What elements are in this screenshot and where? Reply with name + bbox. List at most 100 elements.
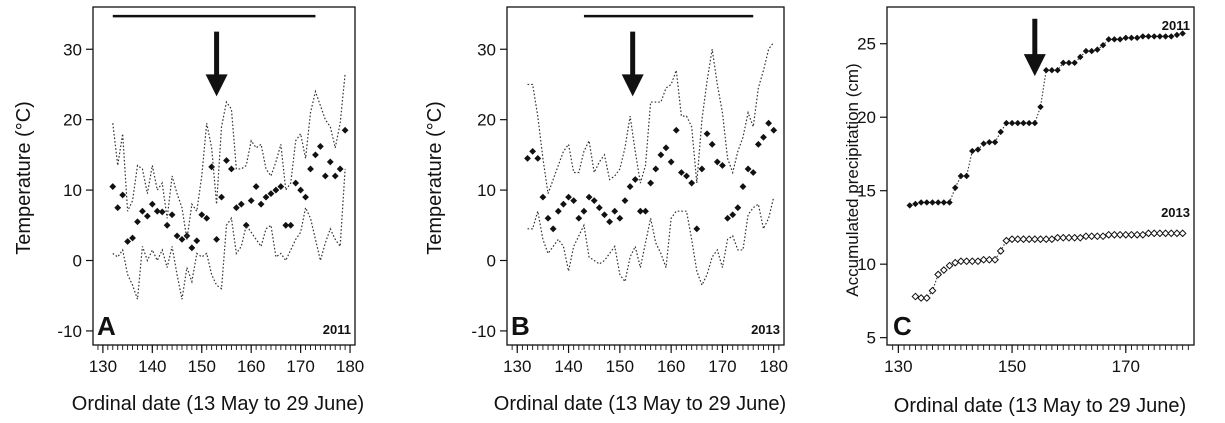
data-point-2013 (939, 266, 948, 274)
data-point-2011 (1048, 66, 1056, 74)
data-point (143, 212, 151, 220)
data-point (168, 211, 176, 219)
panel-c-xlabel: Ordinal date (13 May to 29 June) (894, 395, 1186, 417)
data-point (601, 211, 608, 219)
data-point (316, 143, 324, 150)
data-point (560, 200, 567, 208)
data-point-2011 (1003, 119, 1010, 127)
data-point (114, 204, 122, 212)
data-point-2011 (1168, 33, 1175, 40)
panel-b-letter: B (511, 311, 530, 341)
data-point-2011 (1020, 119, 1027, 127)
x-tick-label: 130 (89, 357, 117, 376)
data-point (678, 169, 685, 176)
data-point-2011 (1031, 119, 1039, 127)
data-point (178, 235, 186, 243)
data-point (203, 214, 211, 222)
panel-a-letter: A (97, 311, 116, 341)
data-point-2011 (923, 199, 930, 206)
data-point-2013 (985, 255, 994, 264)
data-point (119, 191, 127, 199)
data-point-2011 (952, 184, 959, 191)
data-point (647, 179, 655, 187)
data-point (765, 119, 773, 127)
data-point (153, 207, 161, 215)
data-point (529, 147, 537, 155)
data-point-2013 (1138, 230, 1147, 239)
data-point-2013 (1042, 235, 1051, 244)
y-tick-label: 30 (477, 40, 496, 59)
data-point-2013 (1150, 229, 1159, 238)
data-point-2013 (1155, 229, 1164, 238)
data-point (124, 238, 132, 245)
data-point-2013 (962, 257, 971, 266)
y-tick-label: 10 (857, 255, 876, 274)
plot-frame (506, 6, 785, 346)
panel-c-ylabel: Accumulated precipitation (cm) (843, 63, 862, 296)
data-point-2013 (1173, 229, 1181, 238)
arrow-head (1023, 54, 1046, 77)
data-point (257, 200, 265, 208)
data-point-2011 (906, 202, 913, 209)
data-point-2011 (940, 199, 948, 206)
data-point (575, 214, 583, 222)
panel-c: Accumulated precipitation (cm) Ordinal d… (843, 6, 1195, 417)
data-point-2013 (1127, 230, 1136, 239)
data-point (754, 140, 762, 148)
data-point-2011 (974, 146, 982, 153)
data-point-2013 (1178, 229, 1187, 238)
x-tick-label: 130 (884, 357, 912, 376)
data-point-2013 (917, 294, 926, 302)
data-point (549, 225, 557, 233)
data-point (595, 204, 603, 212)
data-point-2013 (1104, 230, 1113, 239)
data-point-2011 (1014, 119, 1021, 127)
data-point (683, 172, 690, 180)
x-tick-label: 170 (708, 357, 736, 376)
data-point (173, 232, 181, 240)
data-point (129, 234, 136, 242)
data-point-2011 (1037, 103, 1044, 111)
y-tick-label: 15 (857, 182, 876, 201)
data-point (667, 158, 675, 166)
x-tick-label: 180 (760, 357, 788, 376)
data-point (744, 165, 752, 173)
data-point (524, 154, 531, 162)
data-point (307, 165, 314, 173)
data-point (539, 193, 547, 201)
y-tick-label: 10 (63, 181, 82, 200)
data-point (657, 151, 665, 159)
x-tick-label: 130 (503, 357, 531, 376)
data-point-2013 (1167, 229, 1176, 238)
data-point (163, 221, 171, 229)
panel-c-letter: C (893, 311, 912, 341)
data-point-2011 (1071, 59, 1078, 67)
y-tick-label: 10 (477, 181, 496, 200)
data-point (139, 207, 146, 215)
data-point-2011 (1111, 36, 1118, 43)
data-point (724, 214, 731, 222)
envelope-line (527, 196, 775, 287)
data-point (331, 172, 339, 180)
data-point-2013 (1065, 233, 1073, 242)
data-point-2011 (1128, 34, 1135, 42)
data-point (662, 144, 670, 152)
data-point-2011 (917, 199, 925, 206)
y-tick-label: 5 (867, 329, 876, 348)
panel-b-ylabel: Temperature (°C) (424, 101, 446, 255)
data-point (336, 165, 344, 173)
data-point (188, 244, 196, 252)
data-point-2013 (1087, 232, 1096, 241)
data-point-2011 (1065, 59, 1073, 67)
data-point (554, 207, 562, 215)
data-point (292, 179, 300, 187)
data-point (282, 221, 290, 229)
arrow-head (205, 74, 228, 97)
data-point (739, 183, 747, 190)
data-point-2013 (1144, 229, 1153, 238)
data-point (302, 193, 309, 201)
data-point (134, 218, 141, 226)
data-point (570, 197, 578, 205)
data-point (760, 133, 767, 141)
y-tick-label: 20 (477, 111, 496, 130)
